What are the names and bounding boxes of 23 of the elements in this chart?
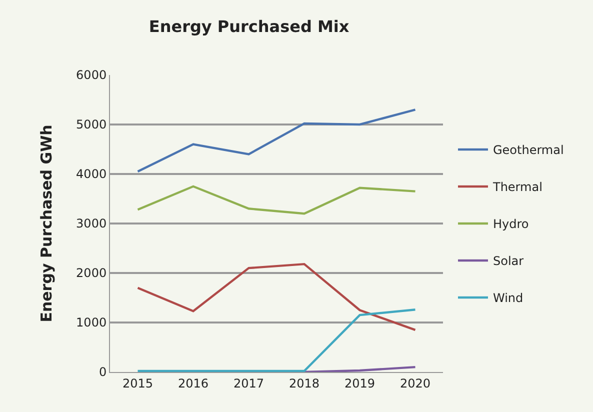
x-tick-label: 2017 xyxy=(233,376,264,390)
line-series xyxy=(136,262,416,332)
legend-label: Solar xyxy=(492,254,524,268)
legend-label: Geothermal xyxy=(492,143,564,158)
chart-title: Energy Purchased Mix xyxy=(148,16,350,36)
line-series xyxy=(136,108,416,173)
legend-label: Hydro xyxy=(492,217,529,232)
x-tick-label: 2015 xyxy=(122,376,154,390)
y-tick-label: 1000 xyxy=(76,316,107,330)
y-tick-label: 4000 xyxy=(76,167,107,182)
x-tick-label: 2019 xyxy=(344,376,376,390)
y-tick-label: 0 xyxy=(98,365,107,380)
line-series xyxy=(136,185,416,215)
y-tick-label: 2000 xyxy=(76,266,107,280)
x-tick-label: 2018 xyxy=(288,376,320,390)
legend-label: Thermal xyxy=(492,180,542,194)
y-tick-label: 5000 xyxy=(76,118,107,132)
y-tick-label: 6000 xyxy=(76,68,107,82)
x-tick-label: 2020 xyxy=(400,376,431,390)
x-tick-label: 2016 xyxy=(178,376,209,390)
legend-label: Wind xyxy=(492,291,524,306)
y-tick-label: 3000 xyxy=(76,216,107,231)
y-axis-title: Energy Purchased GWh xyxy=(37,124,56,322)
